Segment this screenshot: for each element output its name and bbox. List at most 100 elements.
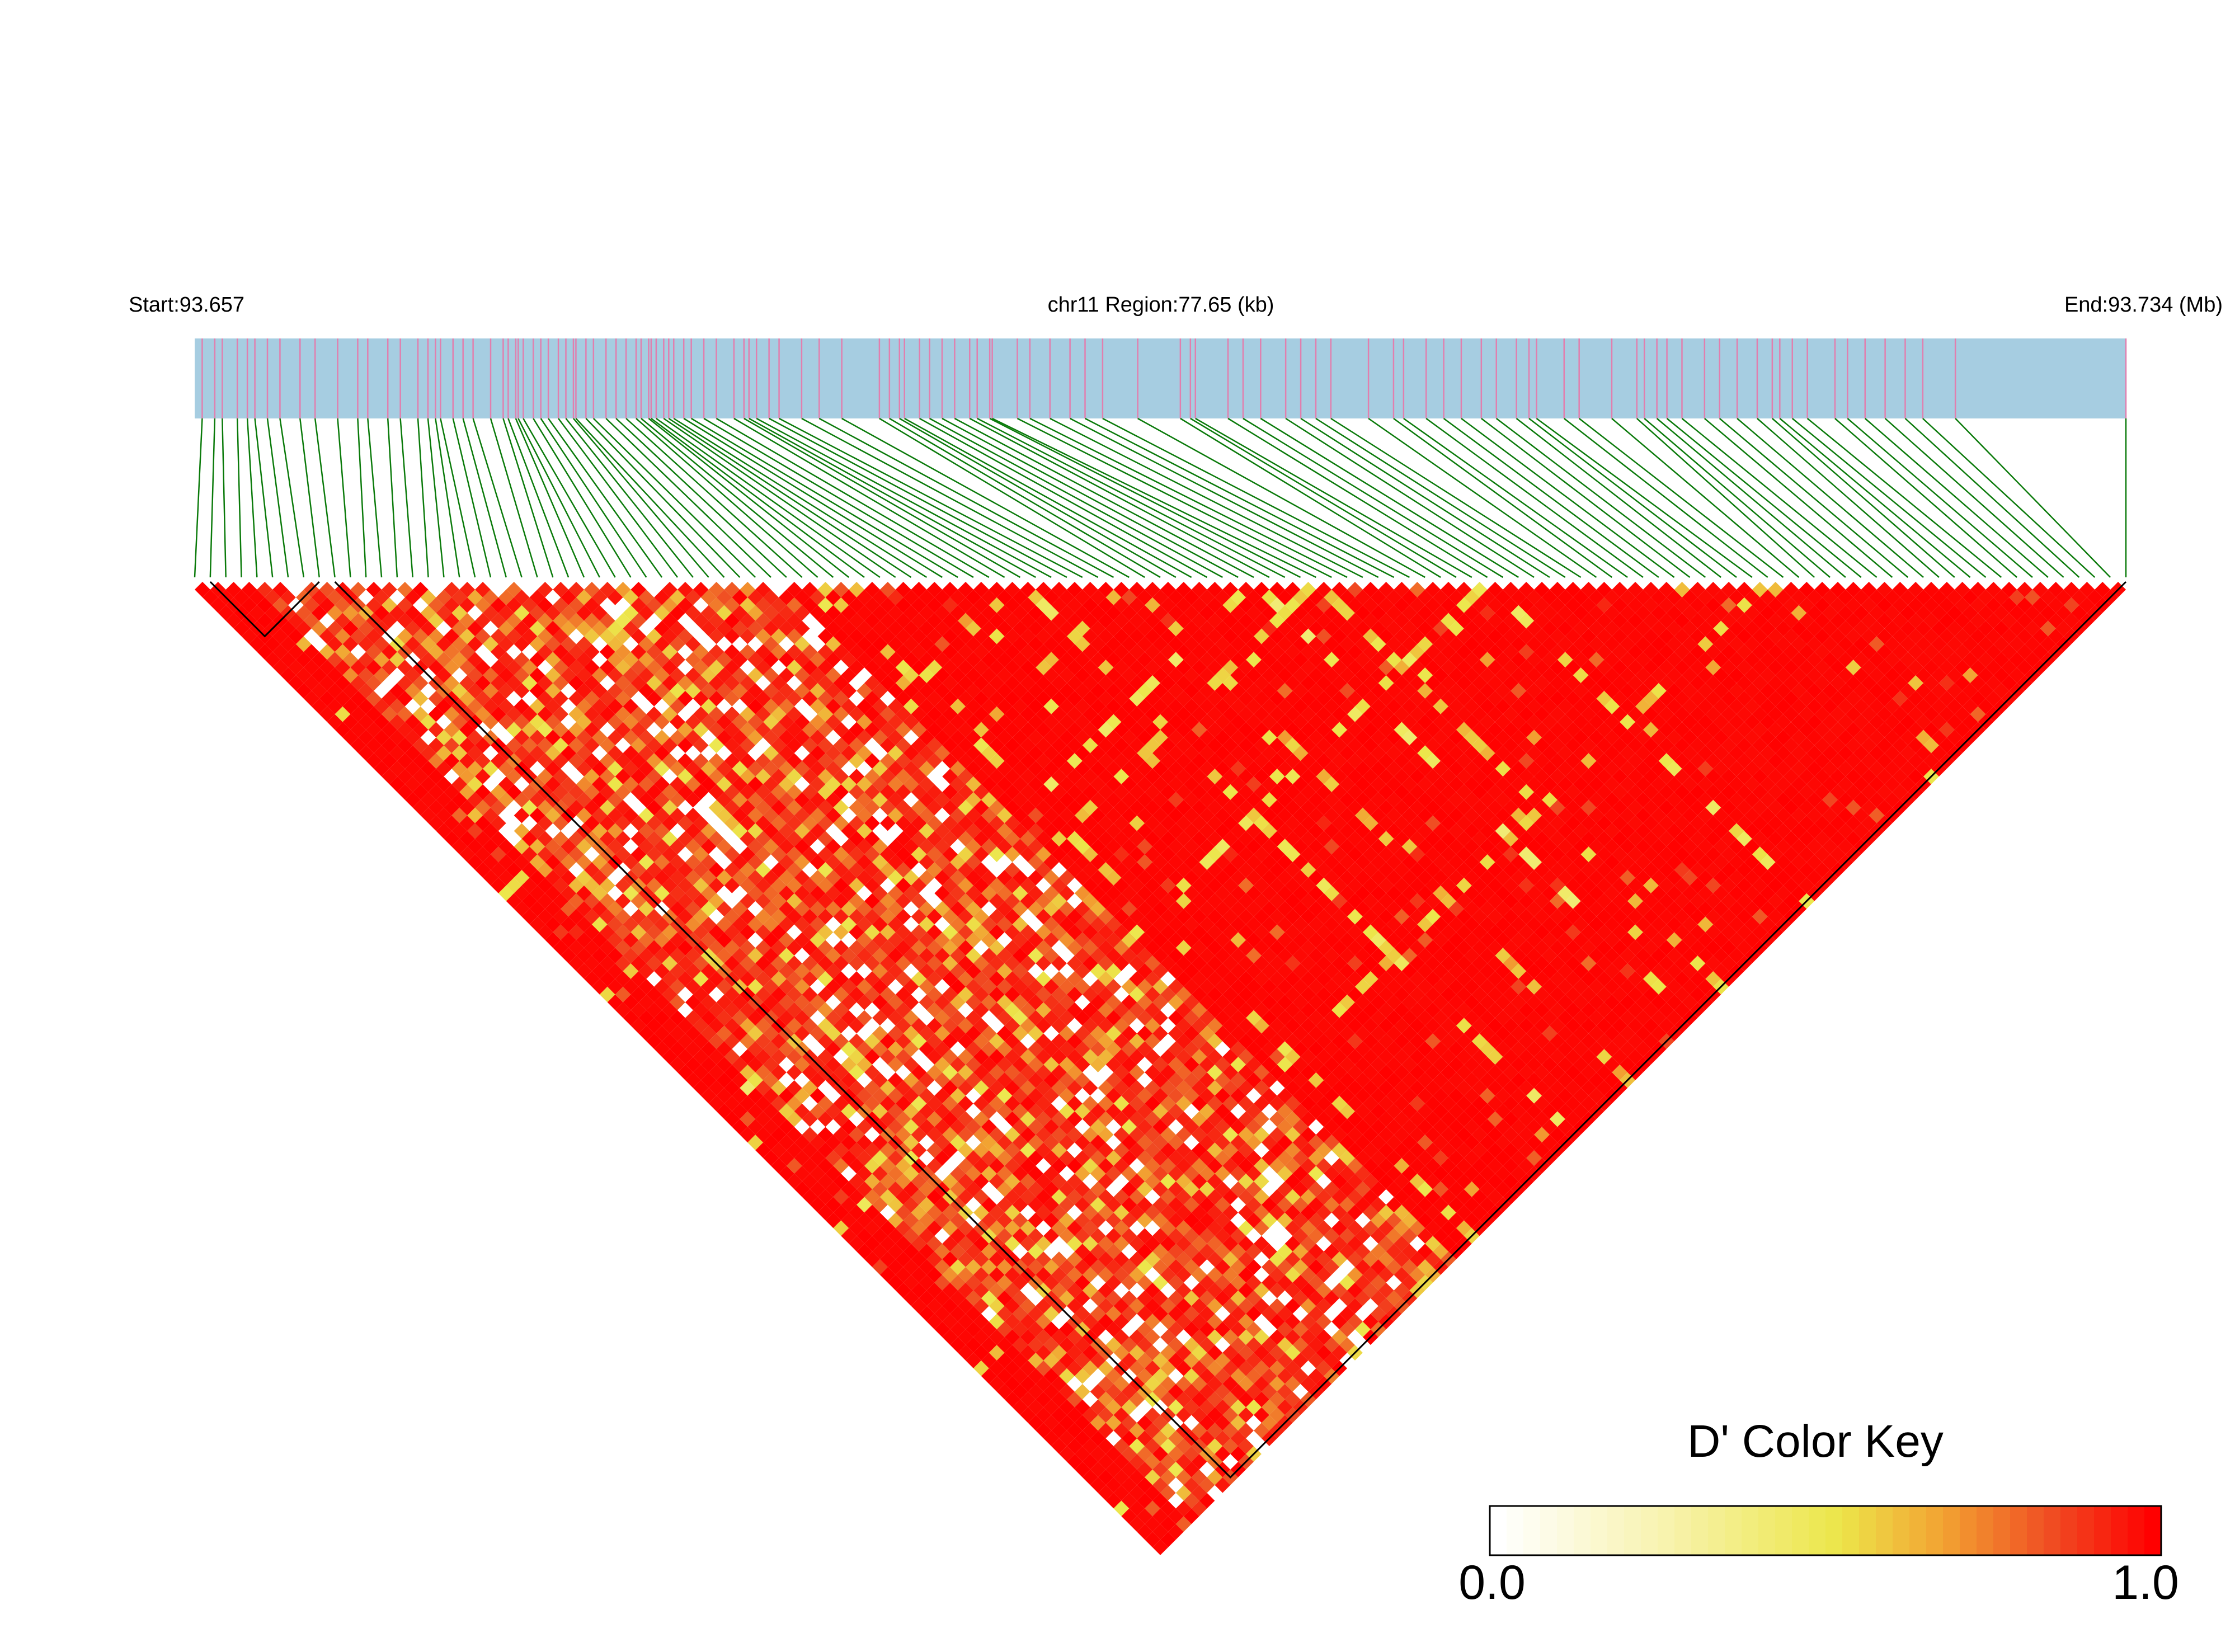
snp-connector <box>1681 418 1878 578</box>
ld-cell <box>1043 1321 1060 1338</box>
ld-cell <box>374 636 389 652</box>
snp-connector <box>1403 417 1628 578</box>
snp-connector <box>1806 418 2002 578</box>
ld-cell <box>280 620 296 637</box>
ld-cell <box>1160 1438 1176 1454</box>
snp-connector <box>515 418 585 578</box>
ld-cell <box>911 1189 927 1205</box>
ld-cell <box>319 628 335 644</box>
ld-cell <box>498 854 514 870</box>
ld-cell <box>1129 1407 1145 1423</box>
ld-cell <box>1036 1423 1052 1439</box>
snp-connector <box>533 418 632 578</box>
ld-cell <box>444 753 460 769</box>
ld-cell <box>755 1049 771 1065</box>
snp-connector <box>889 417 1161 578</box>
ld-cell <box>708 1095 724 1112</box>
ld-cell <box>841 1135 857 1151</box>
snp-connector <box>879 417 1145 578</box>
ld-cell <box>973 1282 989 1298</box>
ld-cell <box>272 660 289 676</box>
ld-cell <box>444 815 460 831</box>
ld-cell <box>662 924 677 940</box>
ld-cell <box>1059 1321 1075 1338</box>
ld-cell <box>732 994 748 1010</box>
ld-cell <box>1137 1461 1153 1477</box>
snp-connector <box>266 418 289 578</box>
ld-cell <box>926 1267 943 1283</box>
ld-cell <box>483 776 498 792</box>
ld-cell <box>934 1290 951 1306</box>
ld-cell <box>483 870 498 886</box>
snp-connector <box>1393 417 1613 578</box>
ld-cell <box>747 1072 764 1088</box>
ld-cell <box>483 792 498 808</box>
ld-cell <box>335 690 351 707</box>
ld-cell <box>366 753 382 769</box>
ld-cell <box>374 652 389 668</box>
ld-cell <box>778 1088 794 1104</box>
ld-cell <box>700 1057 717 1072</box>
ld-cell <box>670 1010 685 1026</box>
ld-cell <box>257 613 273 629</box>
ld-cell <box>529 807 545 823</box>
ld-cell <box>382 769 397 784</box>
ld-cell <box>444 769 460 784</box>
ld-cell <box>973 1236 989 1252</box>
ld-cell <box>887 1165 904 1182</box>
ld-cell <box>428 706 444 722</box>
ld-cell <box>950 1337 966 1353</box>
ld-cell <box>864 1173 880 1189</box>
ld-cell <box>926 1282 943 1298</box>
snp-connector <box>452 418 492 578</box>
ld-cell <box>490 862 506 878</box>
ld-cell <box>311 698 327 714</box>
ld-cell <box>864 1204 880 1221</box>
snp-connector <box>558 418 679 578</box>
ld-cell <box>802 1189 818 1205</box>
ld-cell <box>319 597 335 613</box>
ld-cell <box>794 1181 810 1197</box>
snp-connector <box>1190 417 1457 578</box>
ld-cell <box>358 729 374 746</box>
ld-cell <box>771 1049 787 1065</box>
ld-cell <box>374 761 389 776</box>
ld-cell <box>950 1274 966 1291</box>
ld-cell <box>662 1049 677 1065</box>
ld-cell <box>506 831 522 847</box>
ld-cell <box>1043 1383 1060 1400</box>
ld-cell <box>366 737 382 754</box>
ld-cell <box>794 1150 810 1166</box>
ld-cell <box>498 807 514 823</box>
ld-cell <box>420 714 436 730</box>
ld-cell <box>1129 1516 1145 1532</box>
ld-cell <box>521 815 538 831</box>
ld-cell <box>350 613 366 629</box>
ld-cell <box>459 737 476 754</box>
ld-cell <box>420 807 436 823</box>
ld-cell <box>903 1290 919 1306</box>
ld-cell <box>638 994 655 1010</box>
ld-cell <box>654 948 670 964</box>
snp-connector <box>337 418 351 578</box>
ld-cell <box>934 1197 951 1213</box>
ld-cell <box>576 885 592 901</box>
ld-cell <box>700 1010 717 1026</box>
ld-cell <box>1020 1314 1036 1330</box>
ld-cell <box>903 1274 919 1291</box>
snp-connector <box>899 417 1177 578</box>
ld-cell <box>389 776 405 792</box>
ld-cell <box>911 1173 927 1189</box>
ld-cell <box>404 683 421 699</box>
ld-cell <box>545 901 561 917</box>
snp-connector <box>703 417 974 578</box>
ld-cell <box>537 831 553 847</box>
ld-cell <box>1059 1399 1075 1415</box>
ld-cell <box>498 839 514 855</box>
ld-cell <box>747 1088 764 1104</box>
ld-cell <box>514 854 530 870</box>
ld-cell <box>475 737 491 754</box>
snp-connector <box>919 417 1208 578</box>
ld-cell <box>670 1057 685 1072</box>
ld-cell <box>1098 1438 1114 1454</box>
